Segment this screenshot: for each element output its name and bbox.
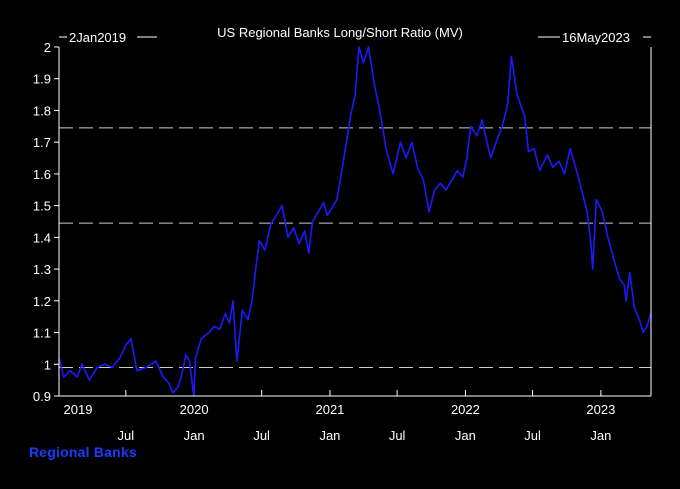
x-axis: 2019 2020 2021 2022 2023 Jul Jan Jul Jan Jul Jan Ju…	[64, 390, 615, 443]
y-tick-label: 1.6	[33, 167, 51, 182]
year-label: 2022	[451, 402, 480, 417]
y-tick-label: 1.5	[33, 199, 51, 214]
year-label: 2021	[315, 402, 344, 417]
y-tick-label: 1.2	[33, 294, 51, 309]
legend-series-name: Regional Banks	[29, 444, 137, 460]
y-axis: 0.9 1 1.1 1.2 1.3 1.4 1.5 1.6 1.7 1.8 1.9 2	[33, 40, 59, 404]
y-tick-label: 2	[44, 40, 51, 55]
start-date-label: 2Jan2019	[69, 30, 126, 45]
y-tick-label: 1.3	[33, 262, 51, 277]
end-date-label: 16May2023	[562, 30, 630, 45]
y-tick-label: 1.1	[33, 326, 51, 341]
y-tick-label: 1.7	[33, 135, 51, 150]
y-tick-label: 1.4	[33, 230, 51, 245]
month-tick-label: Jan	[590, 428, 611, 443]
month-tick-label: Jul	[389, 428, 406, 443]
chart-title: US Regional Banks Long/Short Ratio (MV)	[217, 25, 463, 40]
series-line-regional-banks	[58, 46, 652, 397]
year-label: 2020	[180, 402, 209, 417]
month-tick-label: Jan	[319, 428, 340, 443]
series-layer	[58, 46, 652, 397]
month-tick-label: Jan	[184, 428, 205, 443]
month-tick-label: Jul	[524, 428, 541, 443]
y-tick-label: 1	[44, 357, 51, 372]
y-tick-label: 1.8	[33, 103, 51, 118]
y-tick-label: 1.9	[33, 72, 51, 87]
reference-lines	[59, 127, 651, 368]
year-label: 2023	[586, 402, 615, 417]
month-tick-label: Jan	[455, 428, 476, 443]
month-tick-label: Jul	[117, 428, 134, 443]
year-label: 2019	[64, 402, 93, 417]
month-tick-label: Jul	[253, 428, 270, 443]
y-tick-label: 0.9	[33, 389, 51, 404]
